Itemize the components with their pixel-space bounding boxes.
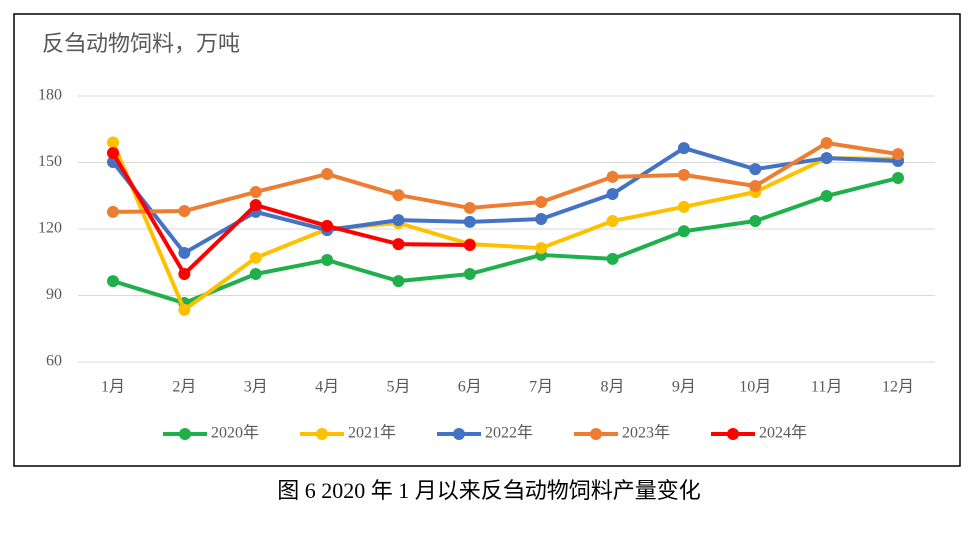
legend-marker (727, 428, 739, 440)
data-point (178, 267, 191, 280)
data-point (677, 225, 690, 238)
legend-marker (590, 428, 602, 440)
data-point (820, 136, 833, 149)
data-point (892, 172, 904, 185)
chart-title: 反刍动物饲料，万吨 (42, 32, 240, 57)
data-point (535, 213, 548, 226)
legend-marker (179, 428, 191, 440)
x-tick-label: 5月 (386, 379, 410, 396)
x-tick-label: 4月 (315, 379, 339, 396)
data-point (749, 179, 762, 192)
data-point (392, 275, 405, 288)
y-tick-label: 90 (46, 286, 62, 303)
x-tick-label: 1月 (101, 379, 125, 396)
data-point (749, 163, 762, 176)
x-tick-label: 12月 (882, 379, 914, 396)
data-point (107, 136, 119, 149)
data-point (606, 170, 619, 183)
data-point (820, 189, 833, 202)
legend-marker (316, 428, 328, 440)
data-point (178, 205, 191, 218)
series-line (111, 141, 899, 312)
data-point (606, 252, 619, 265)
x-tick-label: 9月 (672, 379, 696, 396)
x-tick-label: 7月 (529, 379, 553, 396)
legend-label: 2021年 (348, 424, 396, 442)
data-point (249, 251, 262, 264)
data-point (249, 199, 262, 212)
legend-label: 2023年 (622, 424, 670, 442)
legend-marker (453, 428, 465, 440)
y-tick-label: 120 (38, 220, 62, 237)
data-point (677, 168, 690, 181)
data-point (677, 142, 690, 155)
legend-label: 2020年 (211, 424, 259, 442)
series-line (112, 140, 899, 214)
x-tick-label: 8月 (601, 379, 625, 396)
data-point (107, 275, 119, 288)
data-point (392, 214, 405, 227)
data-point (107, 205, 119, 218)
data-point (321, 219, 334, 232)
data-point (749, 215, 762, 228)
data-point (321, 168, 334, 181)
y-tick-label: 180 (38, 87, 62, 104)
legend-label: 2024年 (759, 424, 807, 442)
data-point (535, 242, 548, 255)
data-point (249, 185, 262, 198)
caption: 图 6 2020 年 1 月以来反刍动物饲料产量变化 (277, 478, 701, 503)
data-point (463, 201, 476, 214)
series-line (112, 176, 899, 306)
x-tick-label: 10月 (739, 379, 771, 396)
data-point (820, 152, 833, 165)
data-point (892, 148, 904, 161)
series-line (111, 151, 470, 276)
x-tick-label: 2月 (172, 379, 196, 396)
x-tick-label: 3月 (244, 379, 268, 396)
data-point (178, 246, 191, 259)
data-point (677, 200, 690, 213)
data-point (249, 267, 262, 280)
data-point (178, 303, 191, 316)
data-point (392, 189, 405, 202)
data-point (107, 146, 119, 159)
legend-label: 2022年 (485, 424, 533, 442)
data-point (463, 215, 476, 228)
y-tick-label: 150 (38, 153, 62, 170)
data-point (463, 267, 476, 280)
data-point (392, 238, 405, 251)
data-point (321, 254, 334, 267)
data-point (535, 195, 548, 208)
x-tick-label: 11月 (811, 379, 842, 396)
y-tick-label: 60 (46, 353, 62, 370)
data-point (463, 238, 476, 251)
data-point (606, 187, 619, 200)
x-tick-label: 6月 (458, 379, 482, 396)
data-point (606, 215, 619, 228)
